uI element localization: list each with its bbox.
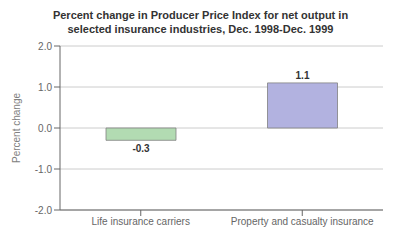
svg-text:Property and casualty insuranc: Property and casualty insurance	[231, 216, 374, 227]
svg-text:Percent change: Percent change	[11, 93, 22, 163]
svg-text:0.0: 0.0	[38, 123, 52, 134]
svg-text:1.0: 1.0	[38, 82, 52, 93]
svg-text:-0.3: -0.3	[132, 143, 150, 154]
svg-text:1.1: 1.1	[296, 70, 310, 81]
svg-text:-2.0: -2.0	[35, 205, 53, 216]
svg-text:Life insurance carriers: Life insurance carriers	[92, 216, 190, 227]
html-text:selected insurance industries,: selected insurance industries, Dec. 1998…	[67, 23, 334, 35]
html-text:Percent change in Producer Pri: Percent change in Producer Price Index f…	[52, 9, 349, 21]
svg-text:2.0: 2.0	[38, 41, 52, 52]
svg-text:-1.0: -1.0	[35, 164, 53, 175]
